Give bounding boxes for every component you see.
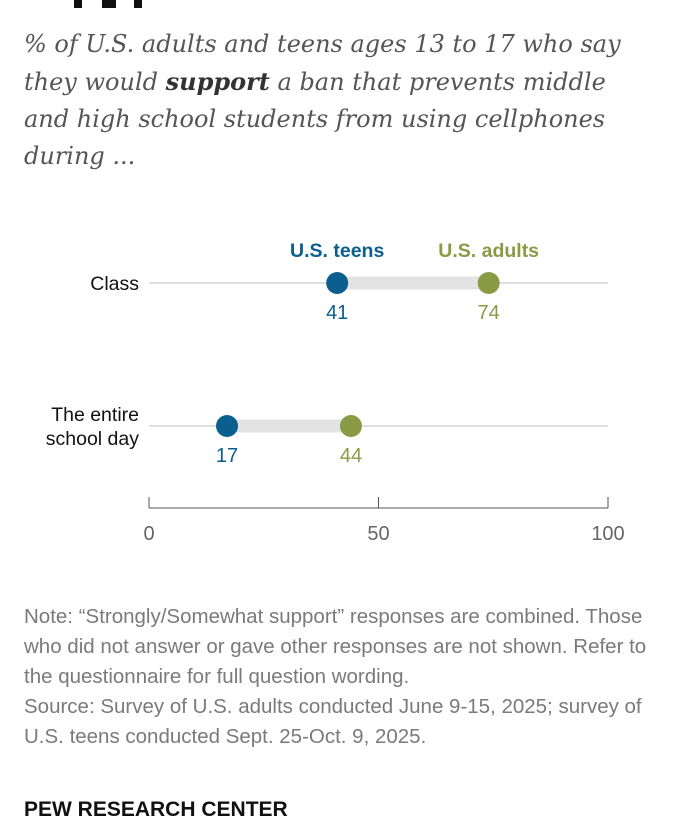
brand-label: PEW RESEARCH CENTER: [24, 798, 288, 821]
category-label: Class: [90, 273, 139, 295]
data-label: 44: [340, 445, 362, 467]
data-point: [339, 415, 362, 437]
x-tick-label: 100: [591, 523, 624, 545]
data-label: 41: [326, 302, 348, 324]
category-label: school day: [46, 428, 139, 450]
data-point: [326, 272, 349, 294]
cropped-title-strokes: [74, 0, 142, 8]
x-tick-label: 0: [143, 523, 154, 545]
data-point: [216, 415, 239, 437]
data-point: [477, 272, 500, 294]
chart-source: Source: Survey of U.S. adults conducted …: [24, 695, 642, 748]
series-label: U.S. teens: [290, 240, 384, 262]
chart-title-cropped: [24, 0, 644, 14]
data-label: 74: [478, 302, 500, 324]
data-label: 17: [216, 445, 238, 467]
category-label: The entire: [51, 404, 139, 426]
chart-note: Note: “Strongly/Somewhat support” respon…: [24, 605, 647, 748]
series-label: U.S. adults: [438, 240, 539, 262]
x-tick-label: 50: [367, 523, 389, 545]
chart-subtitle: % of U.S. adults and teens ages 13 to 17…: [24, 30, 621, 170]
